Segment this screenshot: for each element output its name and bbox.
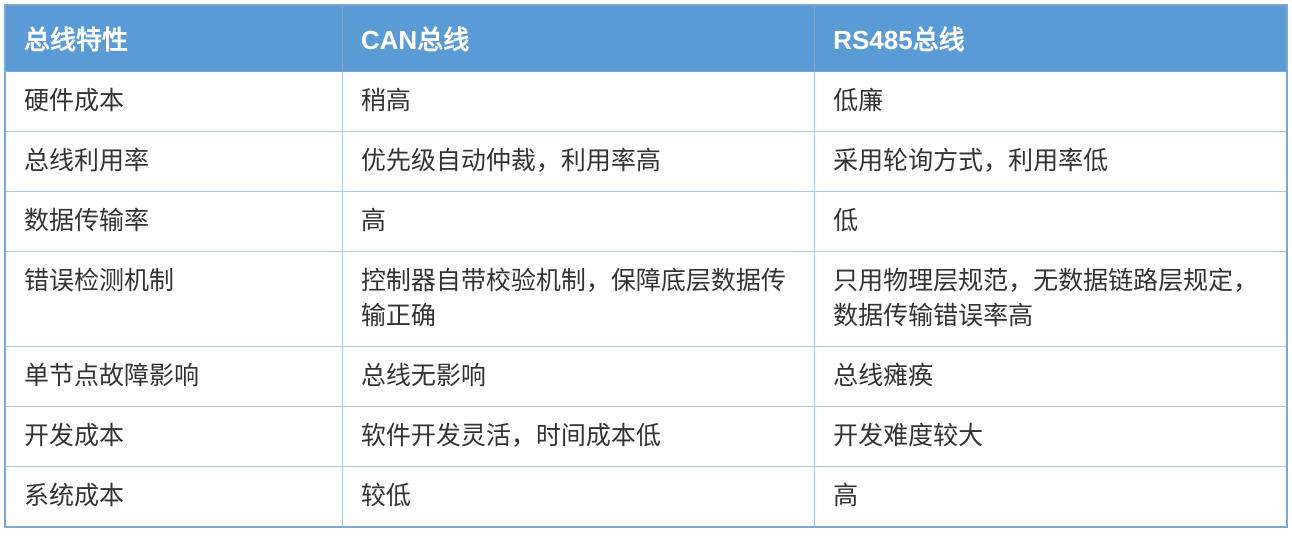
cell-can: 优先级自动仲裁，利用率高: [342, 132, 814, 192]
table-row: 硬件成本 稍高 低廉: [5, 72, 1287, 132]
row-label: 错误检测机制: [5, 252, 342, 347]
table-row: 数据传输率 高 低: [5, 192, 1287, 252]
cell-rs485: 开发难度较大: [815, 407, 1287, 467]
row-label: 开发成本: [5, 407, 342, 467]
cell-can: 软件开发灵活，时间成本低: [342, 407, 814, 467]
cell-rs485: 总线瘫痪: [815, 347, 1287, 407]
cell-rs485: 高: [815, 467, 1287, 528]
row-label: 硬件成本: [5, 72, 342, 132]
header-feature: 总线特性: [5, 5, 342, 72]
cell-rs485: 低廉: [815, 72, 1287, 132]
cell-rs485: 采用轮询方式，利用率低: [815, 132, 1287, 192]
table-row: 单节点故障影响 总线无影响 总线瘫痪: [5, 347, 1287, 407]
cell-can: 高: [342, 192, 814, 252]
cell-can: 控制器自带校验机制，保障底层数据传输正确: [342, 252, 814, 347]
table-header-row: 总线特性 CAN总线 RS485总线: [5, 5, 1287, 72]
cell-can: 总线无影响: [342, 347, 814, 407]
row-label: 总线利用率: [5, 132, 342, 192]
cell-can: 稍高: [342, 72, 814, 132]
header-can: CAN总线: [342, 5, 814, 72]
table-row: 开发成本 软件开发灵活，时间成本低 开发难度较大: [5, 407, 1287, 467]
table-row: 总线利用率 优先级自动仲裁，利用率高 采用轮询方式，利用率低: [5, 132, 1287, 192]
row-label: 数据传输率: [5, 192, 342, 252]
row-label: 单节点故障影响: [5, 347, 342, 407]
bus-comparison-table: 总线特性 CAN总线 RS485总线 硬件成本 稍高 低廉 总线利用率 优先级自…: [4, 4, 1288, 528]
row-label: 系统成本: [5, 467, 342, 528]
table-row: 错误检测机制 控制器自带校验机制，保障底层数据传输正确 只用物理层规范，无数据链…: [5, 252, 1287, 347]
cell-can: 较低: [342, 467, 814, 528]
table-row: 系统成本 较低 高: [5, 467, 1287, 528]
cell-rs485: 低: [815, 192, 1287, 252]
header-rs485: RS485总线: [815, 5, 1287, 72]
cell-rs485: 只用物理层规范，无数据链路层规定，数据传输错误率高: [815, 252, 1287, 347]
